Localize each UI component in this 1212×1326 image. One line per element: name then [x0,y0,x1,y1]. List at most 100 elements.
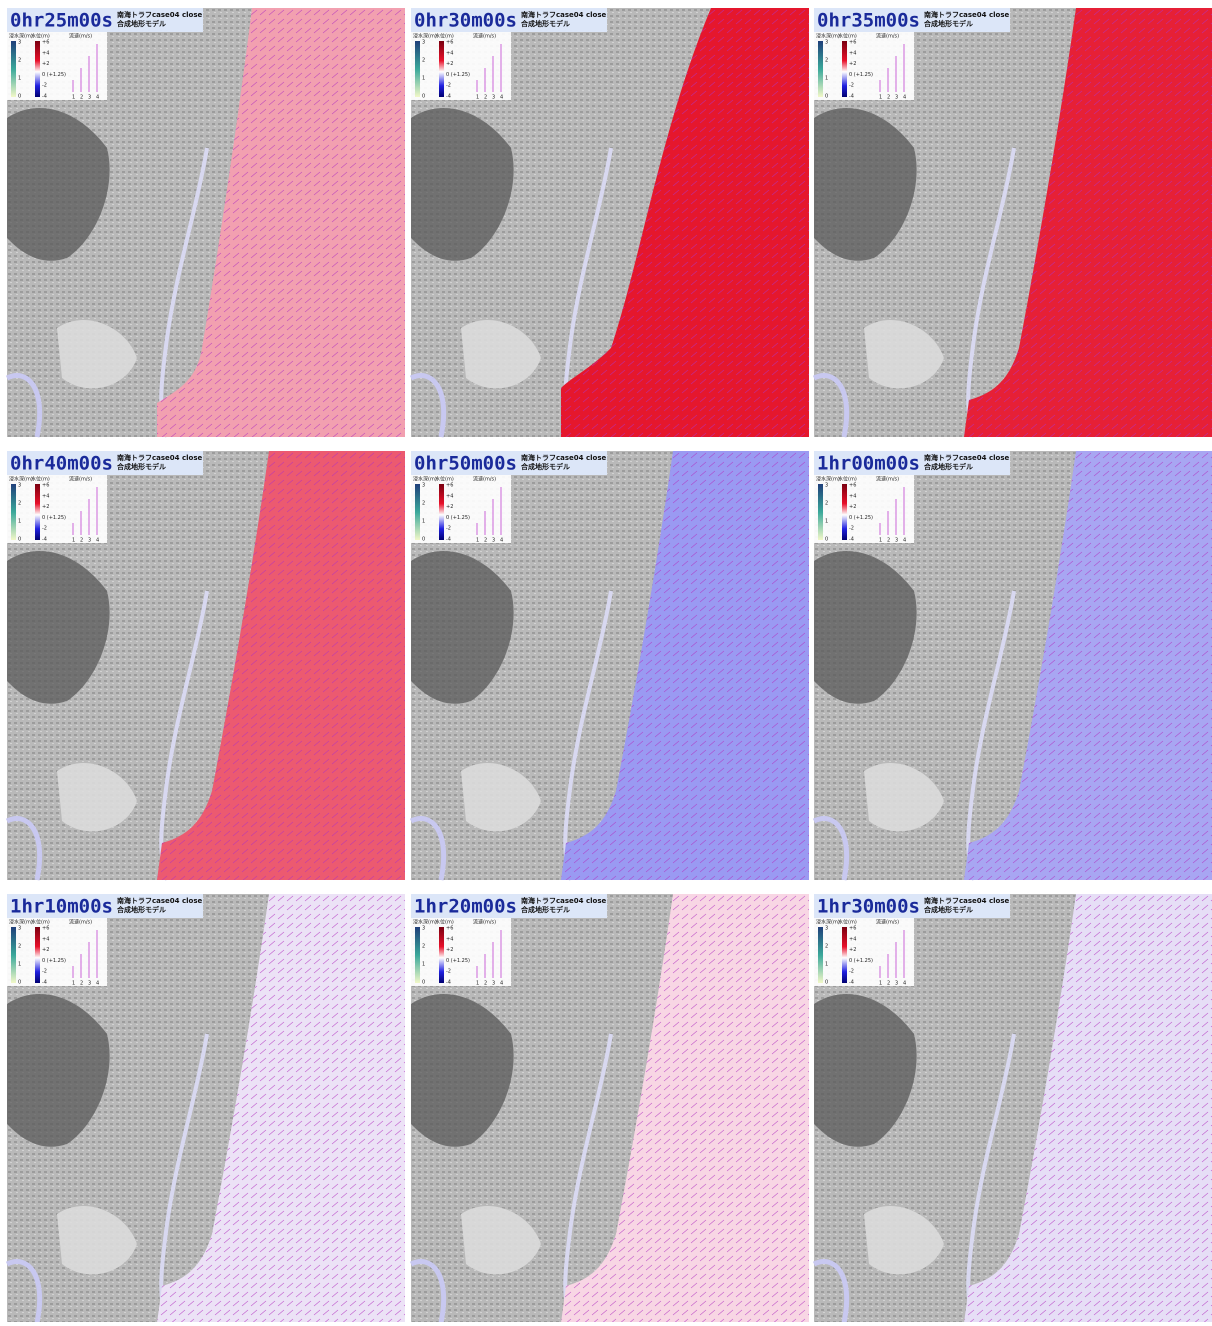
level-bar [439,41,444,97]
level-tick: 0 (+1.25) [446,515,470,521]
time-label: 1hr00m00s [817,453,920,475]
legend: 浸水深(m)水位(m)流速(m/s)3210+6+4+20 (+1.25)-2-… [411,918,511,987]
legend-label: 浸水深(m) [816,476,840,483]
level-tick: 0 (+1.25) [849,958,873,964]
level-tick: -2 [446,526,451,532]
level-tick: +6 [849,40,856,46]
level-tick: -4 [849,94,854,100]
level-tick: 0 (+1.25) [42,515,66,521]
time-label: 1hr30m00s [817,896,920,918]
level-tick: +6 [446,40,453,46]
map-frame: 1hr20m00s南海トラフcase04 close合成地形モデル浸水深(m)水… [411,894,809,1322]
depth-bar [415,484,420,540]
level-tick: +4 [446,50,453,56]
legend: 浸水深(m)水位(m)流速(m/s)3210+6+4+20 (+1.25)-2-… [7,475,107,544]
speed-tick: 2 [484,95,487,101]
depth-bar [818,41,823,97]
case-title: 南海トラフcase04 close [117,896,202,905]
depth-tick: 3 [825,40,828,46]
depth-tick: 2 [825,944,828,950]
depth-bar [11,41,16,97]
depth-bar [415,41,420,97]
depth-tick: 3 [422,926,425,932]
map-frame: 0hr25m00s南海トラフcase04 close合成地形モデル浸水深(m)水… [7,8,405,437]
legend-label: 流速(m/s) [876,476,899,483]
legend-label: 水位(m) [31,33,50,40]
level-tick: -2 [42,969,47,975]
depth-bar [415,927,420,983]
depth-tick: 0 [422,980,425,986]
level-tick: -4 [42,94,47,100]
level-tick: -4 [849,537,854,543]
case-title: 南海トラフcase04 close [521,453,606,462]
level-bar [439,484,444,540]
depth-tick: 2 [422,501,425,507]
speed-tick: 4 [96,538,99,544]
legend-box [7,32,107,100]
speed-tick: 1 [476,981,479,987]
map-frame: 0hr30m00s南海トラフcase04 close合成地形モデル浸水深(m)水… [411,8,809,437]
depth-tick: 2 [422,58,425,64]
map-frame: 1hr30m00s南海トラフcase04 close合成地形モデル浸水深(m)水… [814,894,1212,1322]
legend-label: 浸水深(m) [413,33,437,40]
frame-grid: 0hr25m00s南海トラフcase04 close合成地形モデル浸水深(m)水… [0,0,1212,1322]
case-title: 南海トラフcase04 close [924,453,1009,462]
speed-tick: 2 [887,95,890,101]
legend-label: 流速(m/s) [69,33,92,40]
level-tick: 0 (+1.25) [42,958,66,964]
depth-tick: 3 [18,483,21,489]
level-tick: 0 (+1.25) [849,515,873,521]
speed-tick: 1 [879,538,882,544]
speed-tick: 3 [895,95,898,101]
depth-tick: 2 [825,58,828,64]
legend-label: 水位(m) [838,919,857,926]
depth-tick: 1 [422,962,425,968]
level-bar [842,484,847,540]
depth-tick: 1 [825,76,828,82]
model-subtitle: 合成地形モデル [116,905,166,914]
legend-label: 水位(m) [31,476,50,483]
level-tick: -2 [42,526,47,532]
speed-tick: 3 [88,538,91,544]
legend-box [411,475,511,543]
speed-tick: 2 [887,981,890,987]
map-frame: 0hr40m00s南海トラフcase04 close合成地形モデル浸水深(m)水… [7,451,405,880]
depth-tick: 0 [18,537,21,543]
depth-tick: 1 [422,519,425,525]
depth-tick: 2 [18,501,21,507]
level-tick: -2 [849,526,854,532]
legend-box [7,918,107,986]
speed-tick: 1 [72,95,75,101]
time-label: 0hr25m00s [10,10,113,32]
legend-label: 水位(m) [838,476,857,483]
level-bar [35,927,40,983]
legend-label: 浸水深(m) [9,919,33,926]
speed-tick: 1 [879,95,882,101]
level-tick: 0 (+1.25) [42,72,66,78]
level-tick: -2 [446,83,451,89]
speed-tick: 4 [903,981,906,987]
legend: 浸水深(m)水位(m)流速(m/s)3210+6+4+20 (+1.25)-2-… [814,32,914,101]
speed-tick: 1 [72,538,75,544]
speed-tick: 2 [80,95,83,101]
depth-tick: 2 [18,944,21,950]
depth-tick: 0 [825,94,828,100]
level-tick: +4 [849,936,856,942]
depth-tick: 0 [422,537,425,543]
depth-tick: 3 [825,926,828,932]
level-bar [842,927,847,983]
level-tick: +4 [446,936,453,942]
depth-tick: 1 [422,76,425,82]
model-subtitle: 合成地形モデル [923,462,973,471]
model-subtitle: 合成地形モデル [116,19,166,28]
legend: 浸水深(m)水位(m)流速(m/s)3210+6+4+20 (+1.25)-2-… [7,918,107,987]
depth-tick: 2 [18,58,21,64]
time-label: 0hr40m00s [10,453,113,475]
depth-bar [11,927,16,983]
model-subtitle: 合成地形モデル [520,905,570,914]
level-tick: +6 [849,926,856,932]
legend-label: 浸水深(m) [9,33,33,40]
depth-tick: 3 [18,40,21,46]
